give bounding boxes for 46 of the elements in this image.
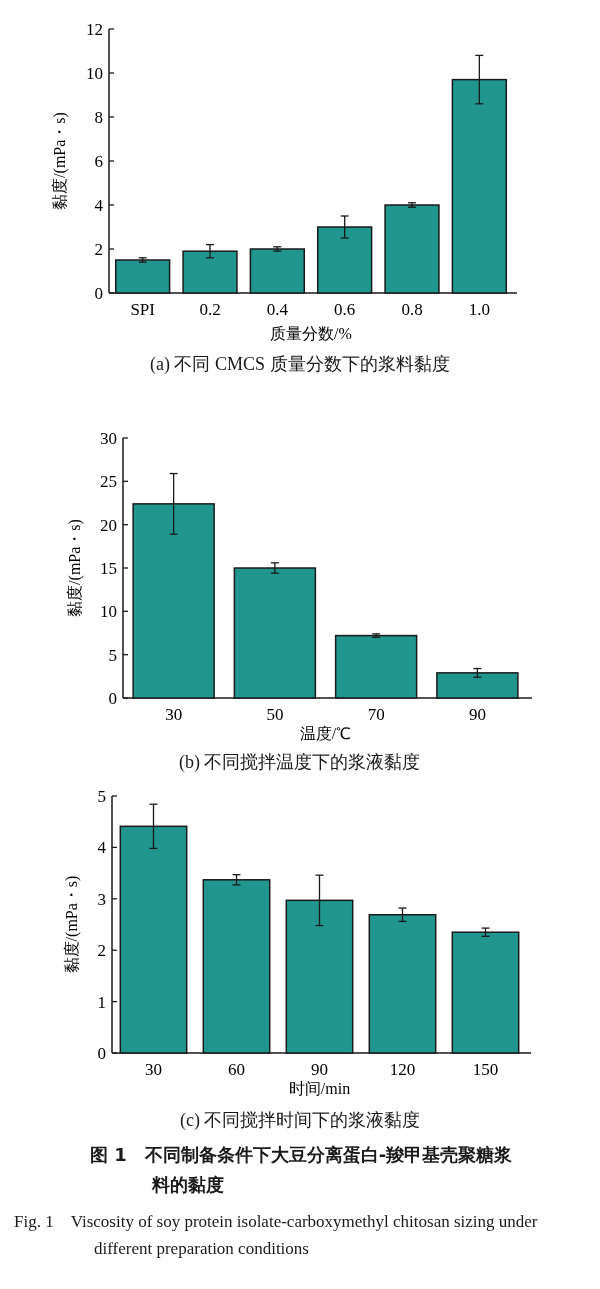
x-tick-label: 70: [367, 705, 385, 724]
y-tick-label: 0: [94, 284, 103, 303]
y-tick-label: 12: [86, 20, 103, 39]
x-tick-label: 120: [389, 1060, 416, 1079]
x-tick-label: 0.8: [401, 300, 423, 319]
text: (b) 不同搅拌温度下的浆液黏度: [179, 751, 421, 774]
y-tick-label: 8: [94, 108, 103, 127]
text: (c) 不同搅拌时间下的浆液黏度: [180, 1109, 421, 1132]
y-tick-label: 10: [100, 602, 117, 622]
x-tick-label: 30: [165, 705, 183, 724]
y-tick-label: 1: [97, 992, 106, 1012]
y-tick-label: 2: [94, 240, 103, 259]
x-tick-label: 60: [228, 1060, 245, 1079]
y-tick-label: 20: [100, 515, 117, 535]
y-axis-title: 黏度/(mPa・s): [63, 875, 81, 974]
y-tick-label: 5: [108, 645, 117, 665]
x-tick-label: SPI: [130, 300, 156, 319]
x-tick-label: 90: [311, 1060, 328, 1079]
x-tick-label: 50: [266, 705, 284, 724]
y-tick-label: 10: [86, 64, 103, 83]
y-tick-label: 3: [97, 889, 106, 909]
y-tick-label: 0: [108, 689, 117, 708]
caption: Fig. 1 Viscosity of soy protein isolate-carboxymethyl chitosan sizing under different preparation conditions: [14, 1211, 539, 1260]
x-tick-label: 0.4: [266, 300, 289, 319]
y-tick-label: 4: [94, 196, 104, 215]
x-tick-label: 90: [468, 705, 486, 724]
y-tick-label: 2: [97, 941, 106, 961]
caption: 图 1 不同制备条件下大豆分离蛋白-羧甲基壳聚糖浆料的黏度: [90, 1143, 514, 1197]
y-tick-label: 15: [100, 559, 117, 578]
x-axis-title: 时间/min: [288, 1080, 351, 1097]
y-tick-label: 0: [97, 1044, 106, 1063]
x-axis-title: 温度/℃: [299, 725, 352, 742]
text: (a) 不同 CMCS 质量分数下的浆料黏度: [150, 353, 450, 376]
x-tick-label: 150: [472, 1060, 499, 1079]
y-tick-label: 25: [100, 472, 117, 492]
x-tick-label: 0.6: [334, 300, 356, 319]
y-tick-label: 5: [97, 787, 106, 806]
y-tick-label: 4: [97, 838, 107, 858]
y-axis-title: 黏度/(mPa・s): [51, 112, 69, 210]
y-axis-title: 黏度/(mPa・s): [66, 519, 84, 617]
y-tick-label: 30: [100, 429, 117, 448]
x-tick-label: 1.0: [468, 300, 490, 319]
x-tick-label: 30: [145, 1060, 162, 1079]
x-axis-title: 质量分数/%: [270, 325, 352, 342]
x-tick-label: 0.2: [199, 300, 221, 319]
y-tick-label: 6: [94, 152, 103, 171]
